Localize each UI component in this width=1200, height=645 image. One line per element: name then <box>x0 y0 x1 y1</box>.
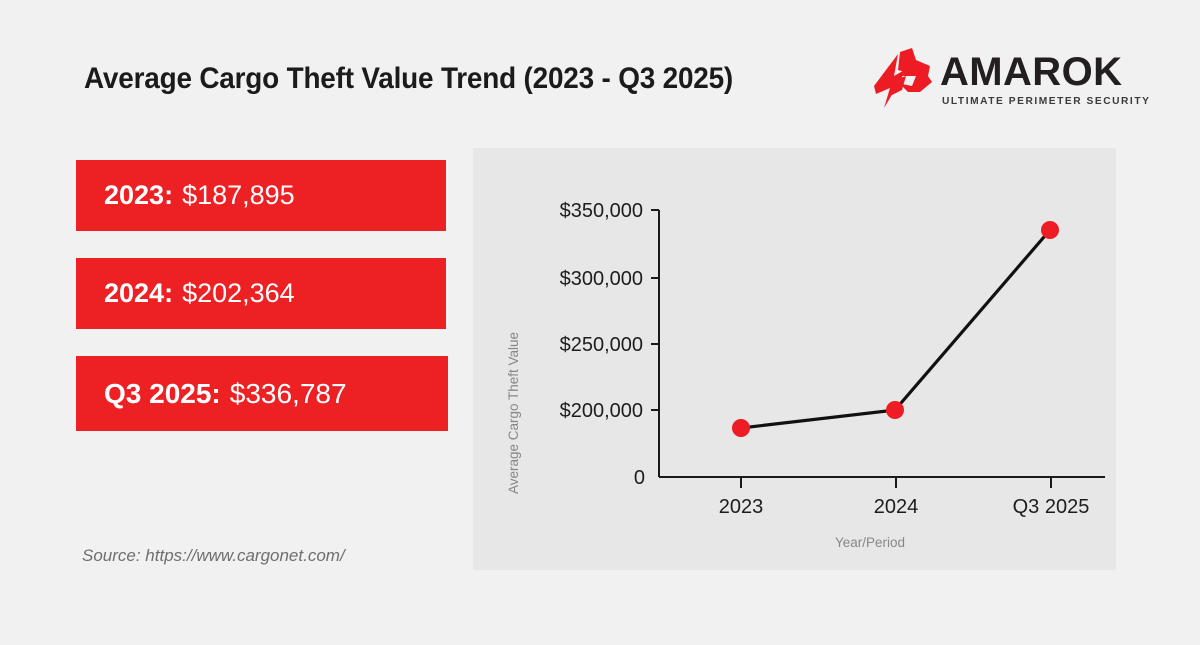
stat-label: Q3 2025: <box>104 377 221 409</box>
stat-bar-2023: 2023: $187,895 <box>76 160 446 231</box>
y-tick-label-350000: $350,000 <box>560 200 643 222</box>
logo-wordmark: AMAROK <box>940 50 1123 94</box>
series-line <box>739 228 1052 430</box>
data-point-2024 <box>886 401 904 419</box>
stat-bar-q3-2025: Q3 2025: $336,787 <box>76 356 448 431</box>
y-axis-title: Average Cargo Theft Value <box>506 332 521 494</box>
stat-value: $336,787 <box>229 377 347 409</box>
line-chart: Average Cargo Theft Value Year/Period $3… <box>506 200 1105 550</box>
source-note: Source: https://www.cargonet.com/ <box>82 546 345 565</box>
x-tick-label-2023: 2023 <box>719 496 764 518</box>
wolf-head-lightning-icon <box>872 46 934 110</box>
amarok-logo: AMAROK ULTIMATE PERIMETER SECURITY <box>872 44 1149 116</box>
y-axis-origin-label: 0 <box>634 467 645 489</box>
x-tick-label-q3-2025: Q3 2025 <box>1013 496 1090 518</box>
stat-value: $202,364 <box>182 278 295 308</box>
chart-panel: Average Cargo Theft Value Year/Period $3… <box>473 148 1116 570</box>
header: Average Cargo Theft Value Trend (2023 - … <box>0 0 1200 140</box>
data-point-2023 <box>732 419 750 437</box>
x-axis-title: Year/Period <box>835 535 905 550</box>
stat-value: $187,895 <box>182 180 295 210</box>
page-title: Average Cargo Theft Value Trend (2023 - … <box>84 62 734 95</box>
y-tick-label-250000: $250,000 <box>560 334 643 356</box>
x-tick-label-2024: 2024 <box>874 496 919 518</box>
stat-label: 2023: <box>104 180 174 210</box>
y-tick-label-200000: $200,000 <box>560 400 643 422</box>
logo-tagline: ULTIMATE PERIMETER SECURITY <box>942 96 1151 107</box>
stat-label: 2024: <box>104 278 174 308</box>
stat-bar-list: 2023: $187,895 2024: $202,364 Q3 2025: $… <box>76 160 456 458</box>
data-point-q3-2025 <box>1041 221 1059 239</box>
y-tick-label-300000: $300,000 <box>560 268 643 290</box>
stat-bar-2024: 2024: $202,364 <box>76 258 446 329</box>
